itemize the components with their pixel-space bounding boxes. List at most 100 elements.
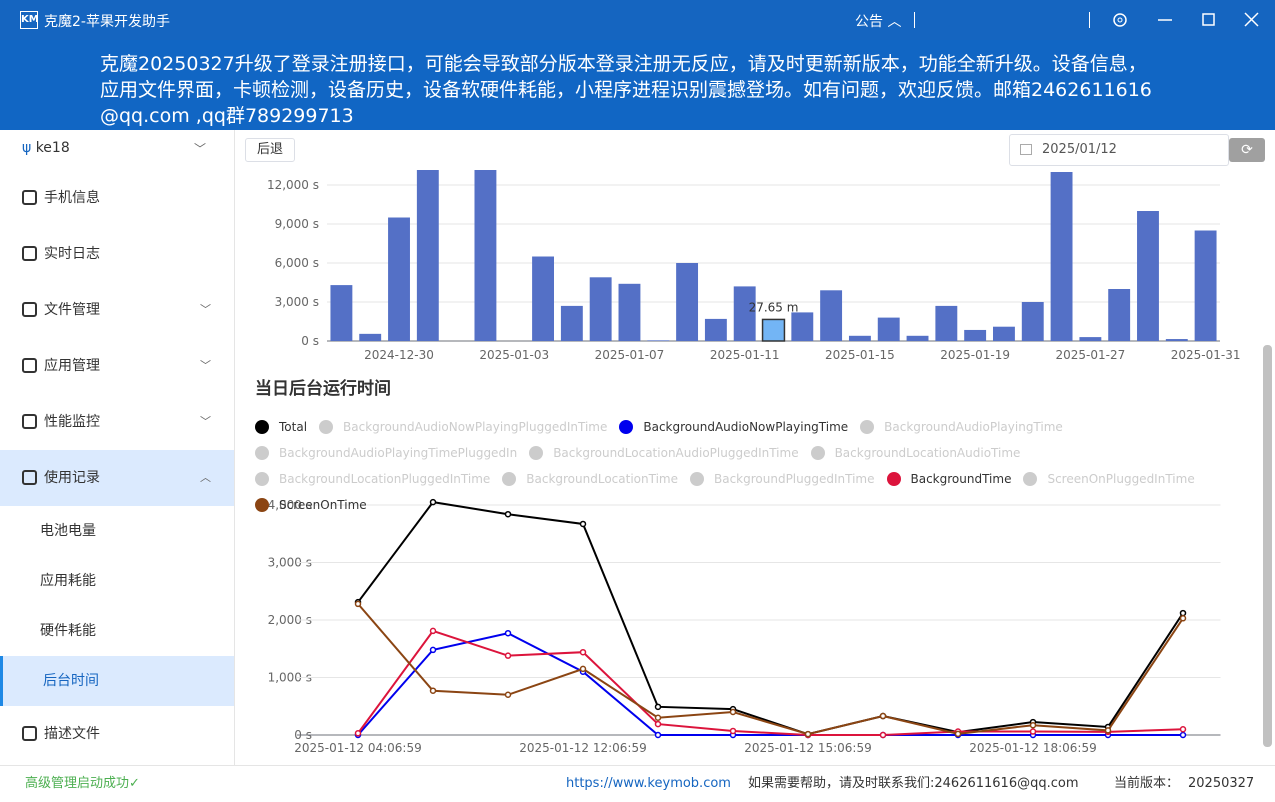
submenu-label[interactable]: 后台时间 xyxy=(43,673,99,689)
bar xyxy=(589,277,612,341)
legend-item[interactable]: BackgroundAudioPlayingTime xyxy=(860,415,1063,439)
menu-item[interactable]: 应用管理 ﹀ xyxy=(0,338,234,394)
data-point xyxy=(579,648,587,656)
legend-item[interactable]: BackgroundAudioNowPlayingPluggedInTime xyxy=(319,415,607,439)
legend-label[interactable]: BackgroundLocationAudioTime xyxy=(834,446,1021,460)
refresh-button[interactable]: ⟳ xyxy=(1229,138,1265,162)
legend-swatch xyxy=(860,420,875,434)
menu-item[interactable]: 性能监控 ﹀ xyxy=(0,394,234,450)
menu-label[interactable]: 实时日志 xyxy=(44,246,100,262)
legend-label[interactable]: BackgroundLocationPluggedInTime xyxy=(279,472,491,486)
legend-label[interactable]: BackgroundAudioNowPlayingTime xyxy=(643,420,849,434)
menu-label[interactable]: 使用记录 xyxy=(44,470,100,486)
legend-label[interactable]: ScreenOnPluggedInTime xyxy=(1047,472,1195,486)
notice-button[interactable]: 公告 ︿ xyxy=(855,14,902,30)
legend-item[interactable]: BackgroundLocationPluggedInTime xyxy=(255,467,490,491)
legend-label[interactable]: Total xyxy=(279,420,308,434)
data-point xyxy=(429,627,437,635)
legend-item[interactable]: BackgroundPluggedInTime xyxy=(689,467,875,491)
device-selector[interactable]: ψ ke18 xyxy=(22,140,70,156)
x-tick-label: 2025-01-12 04:06:59 xyxy=(294,741,421,755)
legend-item[interactable]: BackgroundLocationTime xyxy=(502,467,678,491)
submenu-label[interactable]: 电池电量 xyxy=(40,523,96,539)
window-controls xyxy=(1113,12,1259,27)
legend-item[interactable]: Total xyxy=(255,415,307,439)
status-text: 高级管理启动成功✓ xyxy=(25,776,140,791)
legend-item[interactable]: ScreenOnPluggedInTime xyxy=(1023,467,1195,491)
bar xyxy=(761,318,786,342)
bar xyxy=(848,335,871,341)
scrollbar[interactable] xyxy=(1263,345,1272,747)
device-name[interactable]: ke18 xyxy=(35,140,70,156)
bar xyxy=(618,283,641,341)
menu-item[interactable]: 文件管理 ﹀ xyxy=(0,282,234,338)
x-tick-label: 2025-01-15 xyxy=(825,348,895,362)
announcement-banner: 克魔20250327升级了登录注册接口，可能会导致部分版本登录注册无反应，请及时… xyxy=(0,40,1275,130)
data-point xyxy=(729,708,737,716)
bar xyxy=(877,317,900,341)
expand-arrow: ︿ xyxy=(200,471,211,484)
legend-swatch xyxy=(319,420,334,434)
back-button[interactable]: 后退 xyxy=(245,138,295,162)
bar xyxy=(676,263,699,341)
legend-item[interactable]: BackgroundAudioNowPlayingTime xyxy=(619,415,848,439)
menu-label[interactable]: 描述文件 xyxy=(44,726,100,742)
legend-item[interactable]: BackgroundLocationAudioPluggedInTime xyxy=(529,441,799,465)
menu-item[interactable]: 实时日志 xyxy=(0,226,234,282)
submenu-label[interactable]: 硬件耗能 xyxy=(40,623,96,639)
menu-item[interactable]: 手机信息 xyxy=(0,170,234,226)
submenu-label[interactable]: 应用耗能 xyxy=(40,573,96,589)
menu-item[interactable]: 使用记录 ︿ xyxy=(0,450,234,506)
legend-item[interactable]: BackgroundLocationAudioTime xyxy=(810,441,1021,465)
menu-item[interactable]: 描述文件 xyxy=(0,706,234,762)
menu-icon xyxy=(22,302,37,317)
x-tick-label: 2025-01-11 xyxy=(710,348,780,362)
expand-arrow: ﹀ xyxy=(200,359,211,372)
menu-icon xyxy=(22,190,37,205)
submenu-item[interactable]: 硬件耗能 xyxy=(0,606,234,656)
close-button[interactable] xyxy=(1244,12,1259,27)
x-tick-label: 2025-01-03 xyxy=(479,348,549,362)
legend-label[interactable]: BackgroundTime xyxy=(910,472,1012,486)
y-tick-label: 12,000 s xyxy=(267,178,319,192)
data-point xyxy=(654,731,662,739)
legend-label[interactable]: BackgroundAudioNowPlayingPluggedInTime xyxy=(343,420,608,434)
submenu-item[interactable]: 后台时间 xyxy=(0,656,234,706)
help-text: 如果需要帮助，请及时联系我们:2462611616@qq.com xyxy=(748,776,1079,791)
legend-label[interactable]: BackgroundLocationAudioPluggedInTime xyxy=(553,446,799,460)
date-picker[interactable]: 2025/01/12 xyxy=(1009,134,1229,166)
data-point xyxy=(654,720,662,728)
legend-item[interactable]: BackgroundTime xyxy=(886,467,1012,491)
series-line xyxy=(357,603,1184,736)
data-point xyxy=(1179,609,1187,617)
legend-item[interactable]: BackgroundAudioPlayingTimePluggedIn xyxy=(255,441,517,465)
legend-label[interactable]: BackgroundAudioPlayingTimePluggedIn xyxy=(279,446,518,460)
legend-swatch xyxy=(255,498,269,512)
y-tick-label: 9,000 s xyxy=(275,217,319,231)
bar xyxy=(416,170,439,341)
menu-label[interactable]: 性能监控 xyxy=(44,414,100,430)
legend-label[interactable]: BackgroundLocationTime xyxy=(526,472,678,486)
settings-button[interactable] xyxy=(1113,13,1127,27)
legend-label[interactable]: BackgroundAudioPlayingTime xyxy=(884,420,1063,434)
legend-label[interactable]: ScreenOnTime xyxy=(279,498,367,512)
notice-label[interactable]: 公告 xyxy=(855,14,883,30)
legend-item[interactable]: ScreenOnTime xyxy=(255,493,367,517)
submenu-item[interactable]: 应用耗能 xyxy=(0,556,234,606)
date-value[interactable]: 2025/01/12 xyxy=(1042,142,1117,157)
x-tick-label: 2025-01-12 15:06:59 xyxy=(744,741,871,755)
menu-icon xyxy=(22,246,37,261)
bar xyxy=(733,286,756,341)
menu-label[interactable]: 手机信息 xyxy=(44,190,100,206)
menu-label[interactable]: 文件管理 xyxy=(44,302,100,318)
y-tick-label: 3,000 s xyxy=(275,295,319,309)
logo: KM xyxy=(20,11,39,29)
website-link[interactable]: https://www.keymob.com xyxy=(566,776,731,791)
menu-label[interactable]: 应用管理 xyxy=(44,358,100,374)
maximize-button[interactable] xyxy=(1202,13,1215,26)
legend-swatch xyxy=(255,446,269,460)
bar xyxy=(532,256,554,341)
legend-label[interactable]: BackgroundPluggedInTime xyxy=(713,472,875,486)
data-point xyxy=(354,600,362,608)
submenu-item[interactable]: 电池电量 xyxy=(0,506,234,556)
